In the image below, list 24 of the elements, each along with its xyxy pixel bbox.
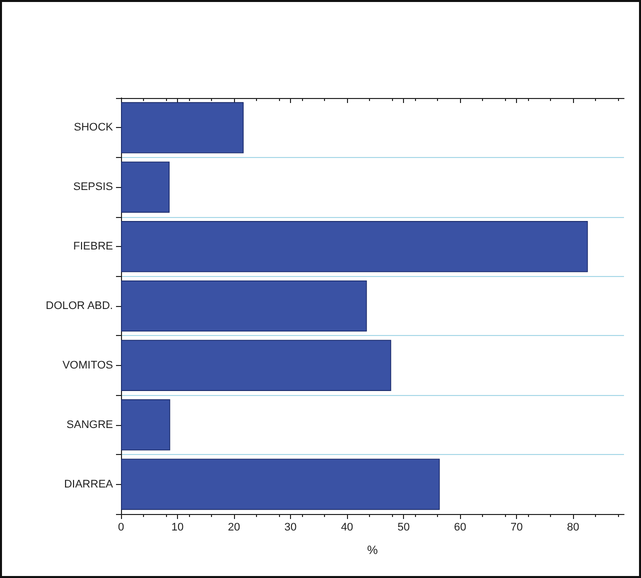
bar [121, 399, 170, 450]
bar [121, 102, 244, 154]
x-tick-label: 60 [454, 522, 466, 534]
x-tick-label: 20 [228, 522, 240, 534]
y-tick-label: SEPSIS [73, 181, 113, 194]
y-tick-label: VOMITOS [62, 359, 113, 372]
bar [121, 280, 367, 332]
y-tick-label: SHOCK [74, 122, 114, 134]
bar [121, 340, 392, 391]
x-tick-label: 50 [397, 522, 410, 534]
y-tick-label: SANGRE [66, 418, 113, 431]
x-axis-title: % [367, 543, 378, 557]
x-tick-label: 40 [340, 522, 354, 534]
x-tick-label: 70 [510, 522, 523, 534]
x-tick-label: 10 [171, 522, 184, 534]
bar [121, 221, 588, 272]
y-tick-label: DIARREA [64, 478, 114, 490]
y-tick-label: DOLOR ABD. [46, 300, 113, 312]
bar [121, 162, 170, 213]
x-tick-label: 0 [118, 522, 124, 534]
bar [121, 458, 440, 510]
x-tick-label: 30 [284, 522, 297, 534]
x-tick-label: 80 [567, 522, 580, 534]
y-tick-label: FIEBRE [73, 240, 113, 253]
